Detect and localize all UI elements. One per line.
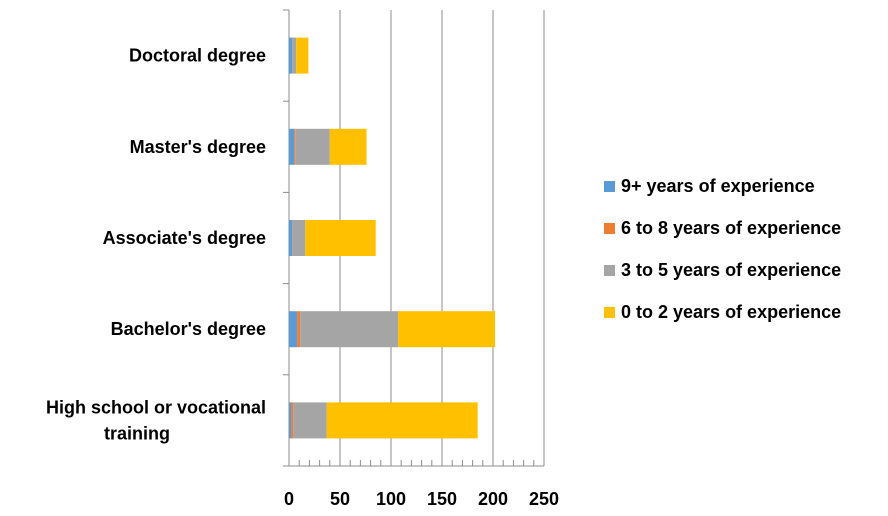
legend-item: 3 to 5 years of experience xyxy=(604,260,841,280)
legend-swatch xyxy=(604,180,615,192)
legend-item: 9+ years of experience xyxy=(604,176,841,196)
category-label: Master's degree xyxy=(130,137,266,157)
bar-segment xyxy=(292,37,297,74)
category-label: High school or vocational training xyxy=(46,397,266,443)
x-tick-label: 0 xyxy=(284,489,294,509)
bar-segment xyxy=(295,128,330,165)
legend-label: 3 to 5 years of experience xyxy=(621,259,842,280)
bar-segment xyxy=(300,311,399,348)
bar-segment xyxy=(289,37,293,74)
category-label: Associate's degree xyxy=(103,228,266,248)
bar-segment xyxy=(296,37,309,74)
legend-swatch xyxy=(604,306,615,318)
x-tick-labels: 0 50 100 150 200 250 xyxy=(284,489,559,509)
x-tick-label: 50 xyxy=(330,489,350,509)
x-tick-label: 100 xyxy=(376,489,406,509)
bars xyxy=(289,37,496,439)
x-tick-label: 150 xyxy=(427,489,457,509)
legend-label: 6 to 8 years of experience xyxy=(621,217,842,238)
bar-segment xyxy=(291,402,294,439)
legend-item: 0 to 2 years of experience xyxy=(604,302,841,322)
bar-segment xyxy=(294,128,296,165)
gridlines xyxy=(339,10,545,466)
category-labels: Doctoral degree Master's degree Associate'… xyxy=(46,46,266,444)
x-tick-label: 200 xyxy=(478,489,508,509)
bar-segment xyxy=(293,402,327,439)
category-label: Bachelor's degree xyxy=(111,319,266,339)
legend: 9+ years of experience 6 to 8 years of ex… xyxy=(604,176,841,344)
legend-swatch xyxy=(604,264,615,276)
bar-segment xyxy=(289,402,292,439)
category-label: Doctoral degree xyxy=(129,46,266,66)
bar-segment xyxy=(289,128,295,165)
bar-segment xyxy=(326,402,478,439)
x-tick-label: 250 xyxy=(529,489,559,509)
legend-label: 9+ years of experience xyxy=(621,175,815,196)
bar-segment xyxy=(292,220,306,256)
bar-segment xyxy=(297,311,301,348)
bar-segment xyxy=(398,311,496,348)
bar-segment xyxy=(329,128,367,165)
legend-item: 6 to 8 years of experience xyxy=(604,218,841,238)
legend-swatch xyxy=(604,222,615,234)
bar-segment xyxy=(289,311,298,348)
bar-segment xyxy=(289,220,293,256)
legend-label: 0 to 2 years of experience xyxy=(621,301,842,322)
bar-segment xyxy=(305,220,376,256)
